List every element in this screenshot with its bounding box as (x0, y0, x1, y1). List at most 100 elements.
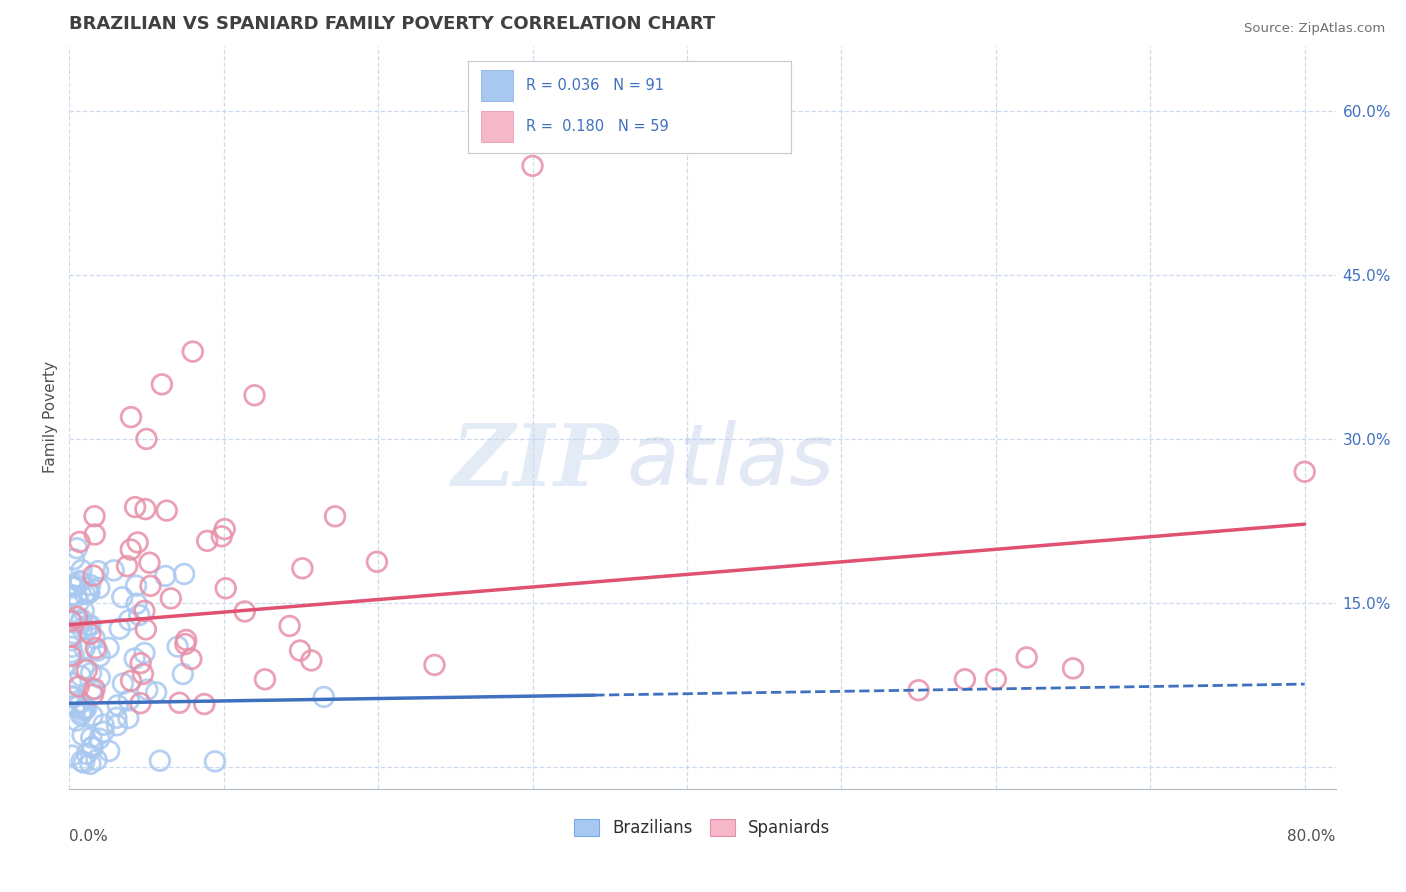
Point (87, 564, 110, 578)
Point (70, 708, 93, 723)
Point (60, 588, 83, 602)
Point (89, 581, 111, 595)
Point (150, 377, 173, 392)
Point (60, 748, 83, 763)
Point (83, 527, 105, 541)
Point (84, 641, 107, 656)
Point (73, 701, 96, 715)
Point (169, 696, 191, 710)
Point (288, 643, 311, 657)
Point (120, 542, 142, 557)
Point (134, 646, 156, 660)
Point (82, 740, 104, 755)
Point (77, 584, 100, 599)
Point (79, 578, 101, 592)
Point (953, 673, 976, 687)
Point (253, 673, 276, 687)
Point (60, 614, 83, 628)
Point (70, 622, 93, 636)
Point (62, 648, 84, 663)
Point (93, 724, 115, 739)
Point (59, 689, 82, 703)
Point (291, 561, 314, 575)
Point (215, 582, 238, 596)
Point (181, 344, 204, 359)
Text: ZIP: ZIP (453, 420, 620, 503)
Point (73, 756, 96, 770)
Text: 80.0%: 80.0% (1286, 830, 1336, 845)
Point (69, 535, 91, 549)
Point (125, 597, 148, 611)
Point (69, 574, 91, 588)
Point (173, 567, 195, 582)
Point (63, 699, 86, 714)
Point (60, 615, 83, 629)
Point (195, 533, 218, 548)
Point (118, 693, 141, 707)
Point (66, 541, 89, 556)
Point (128, 608, 150, 623)
Point (132, 667, 155, 681)
Point (366, 555, 388, 569)
Point (1294, 465, 1316, 479)
Point (124, 500, 146, 515)
Point (180, 652, 202, 666)
Point (69, 575, 91, 590)
Point (136, 682, 159, 697)
Point (69, 615, 91, 630)
Point (60, 675, 83, 690)
Point (82, 568, 104, 582)
Point (59, 646, 82, 660)
Point (75, 702, 97, 716)
Text: 0.0%: 0.0% (69, 830, 108, 845)
Point (63, 690, 86, 704)
Point (135, 432, 157, 446)
Point (193, 697, 215, 711)
Legend: Brazilians, Spaniards: Brazilians, Spaniards (568, 812, 837, 843)
Text: Source: ZipAtlas.com: Source: ZipAtlas.com (1244, 22, 1385, 36)
Point (82, 708, 104, 723)
Point (65, 577, 87, 591)
Point (65, 698, 87, 713)
Point (139, 579, 162, 593)
Point (117, 711, 139, 725)
Point (214, 522, 236, 536)
Point (63, 552, 86, 566)
Point (59, 648, 82, 663)
Point (211, 529, 233, 543)
Point (60, 578, 83, 592)
Point (1062, 661, 1084, 675)
Point (172, 667, 194, 681)
Point (70, 754, 93, 768)
Point (59, 630, 82, 644)
Point (93, 717, 115, 731)
Point (204, 755, 226, 769)
Point (73, 604, 96, 618)
Point (120, 673, 142, 688)
Point (125, 579, 148, 593)
Point (149, 754, 172, 768)
Point (299, 653, 322, 667)
Point (77, 618, 100, 632)
Y-axis label: Family Poverty: Family Poverty (44, 361, 58, 473)
Point (83, 631, 105, 645)
Point (278, 619, 301, 633)
Point (60, 633, 83, 648)
Point (233, 605, 256, 619)
Point (80, 682, 103, 697)
Point (156, 503, 179, 517)
Point (120, 410, 142, 425)
Point (107, 698, 129, 713)
Point (67, 680, 90, 694)
Point (72, 703, 94, 717)
Point (174, 632, 197, 647)
Point (129, 656, 152, 670)
Point (69, 669, 91, 683)
Point (80, 740, 103, 755)
Point (83, 509, 105, 524)
Point (155, 569, 177, 583)
Point (70, 563, 93, 577)
Point (129, 696, 152, 710)
Point (66, 589, 89, 603)
Point (89, 731, 111, 746)
